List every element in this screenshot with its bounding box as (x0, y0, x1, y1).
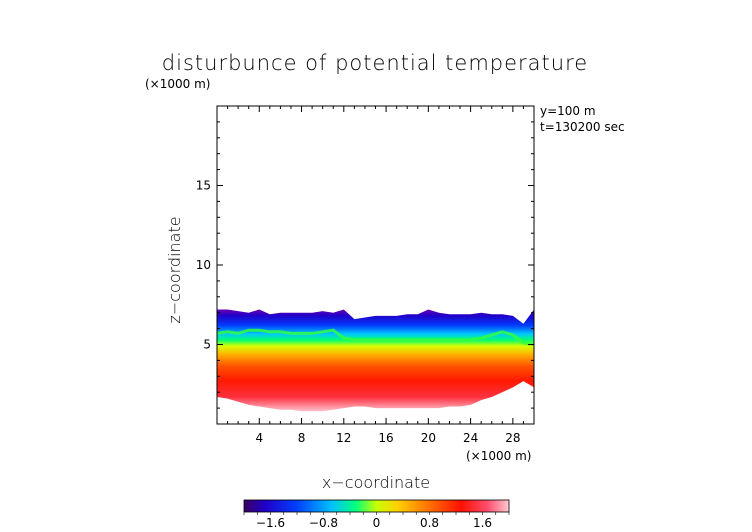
colorbar-tick-label: −0.8 (309, 516, 338, 530)
info-line-1: y=100 m (540, 104, 596, 118)
chart-title: disturbunce of potential temperature (162, 51, 588, 75)
x-tick-label: 24 (463, 431, 478, 445)
axis-unit-note: (×1000 m) (145, 77, 210, 91)
x-tick-label: 16 (378, 431, 393, 445)
x-tick-label: 12 (336, 431, 351, 445)
y-tick-label: 15 (196, 179, 211, 193)
colorbar-tick-label: 0 (373, 516, 381, 530)
green-contour (217, 328, 534, 346)
colorbar-ticks: −1.6 −0.8 0 0.8 1.6 (243, 512, 510, 530)
colorbar (243, 499, 510, 513)
field-layer (217, 309, 534, 412)
y-axis: 5 10 15 (196, 121, 534, 409)
x-axis-label: x−coordinate (322, 473, 430, 492)
x-tick-label: 8 (298, 431, 306, 445)
colorbar-tick-label: −1.6 (256, 516, 285, 530)
x-tick-label: 20 (421, 431, 436, 445)
y-tick-label: 10 (196, 258, 211, 272)
y-axis-label: z−coordinate (165, 216, 184, 323)
x-axis-unit: (×1000 m) (466, 449, 531, 463)
x-tick-label: 4 (255, 431, 263, 445)
colorbar-tick-label: 0.8 (420, 516, 439, 530)
temperature-field (217, 309, 534, 412)
info-line-2: t=130200 sec (540, 120, 625, 134)
x-tick-label: 28 (505, 431, 520, 445)
y-tick-label: 5 (203, 338, 211, 352)
x-axis: 4 8 12 16 20 24 28 (227, 106, 524, 445)
colorbar-tick-label: 1.6 (473, 516, 492, 530)
